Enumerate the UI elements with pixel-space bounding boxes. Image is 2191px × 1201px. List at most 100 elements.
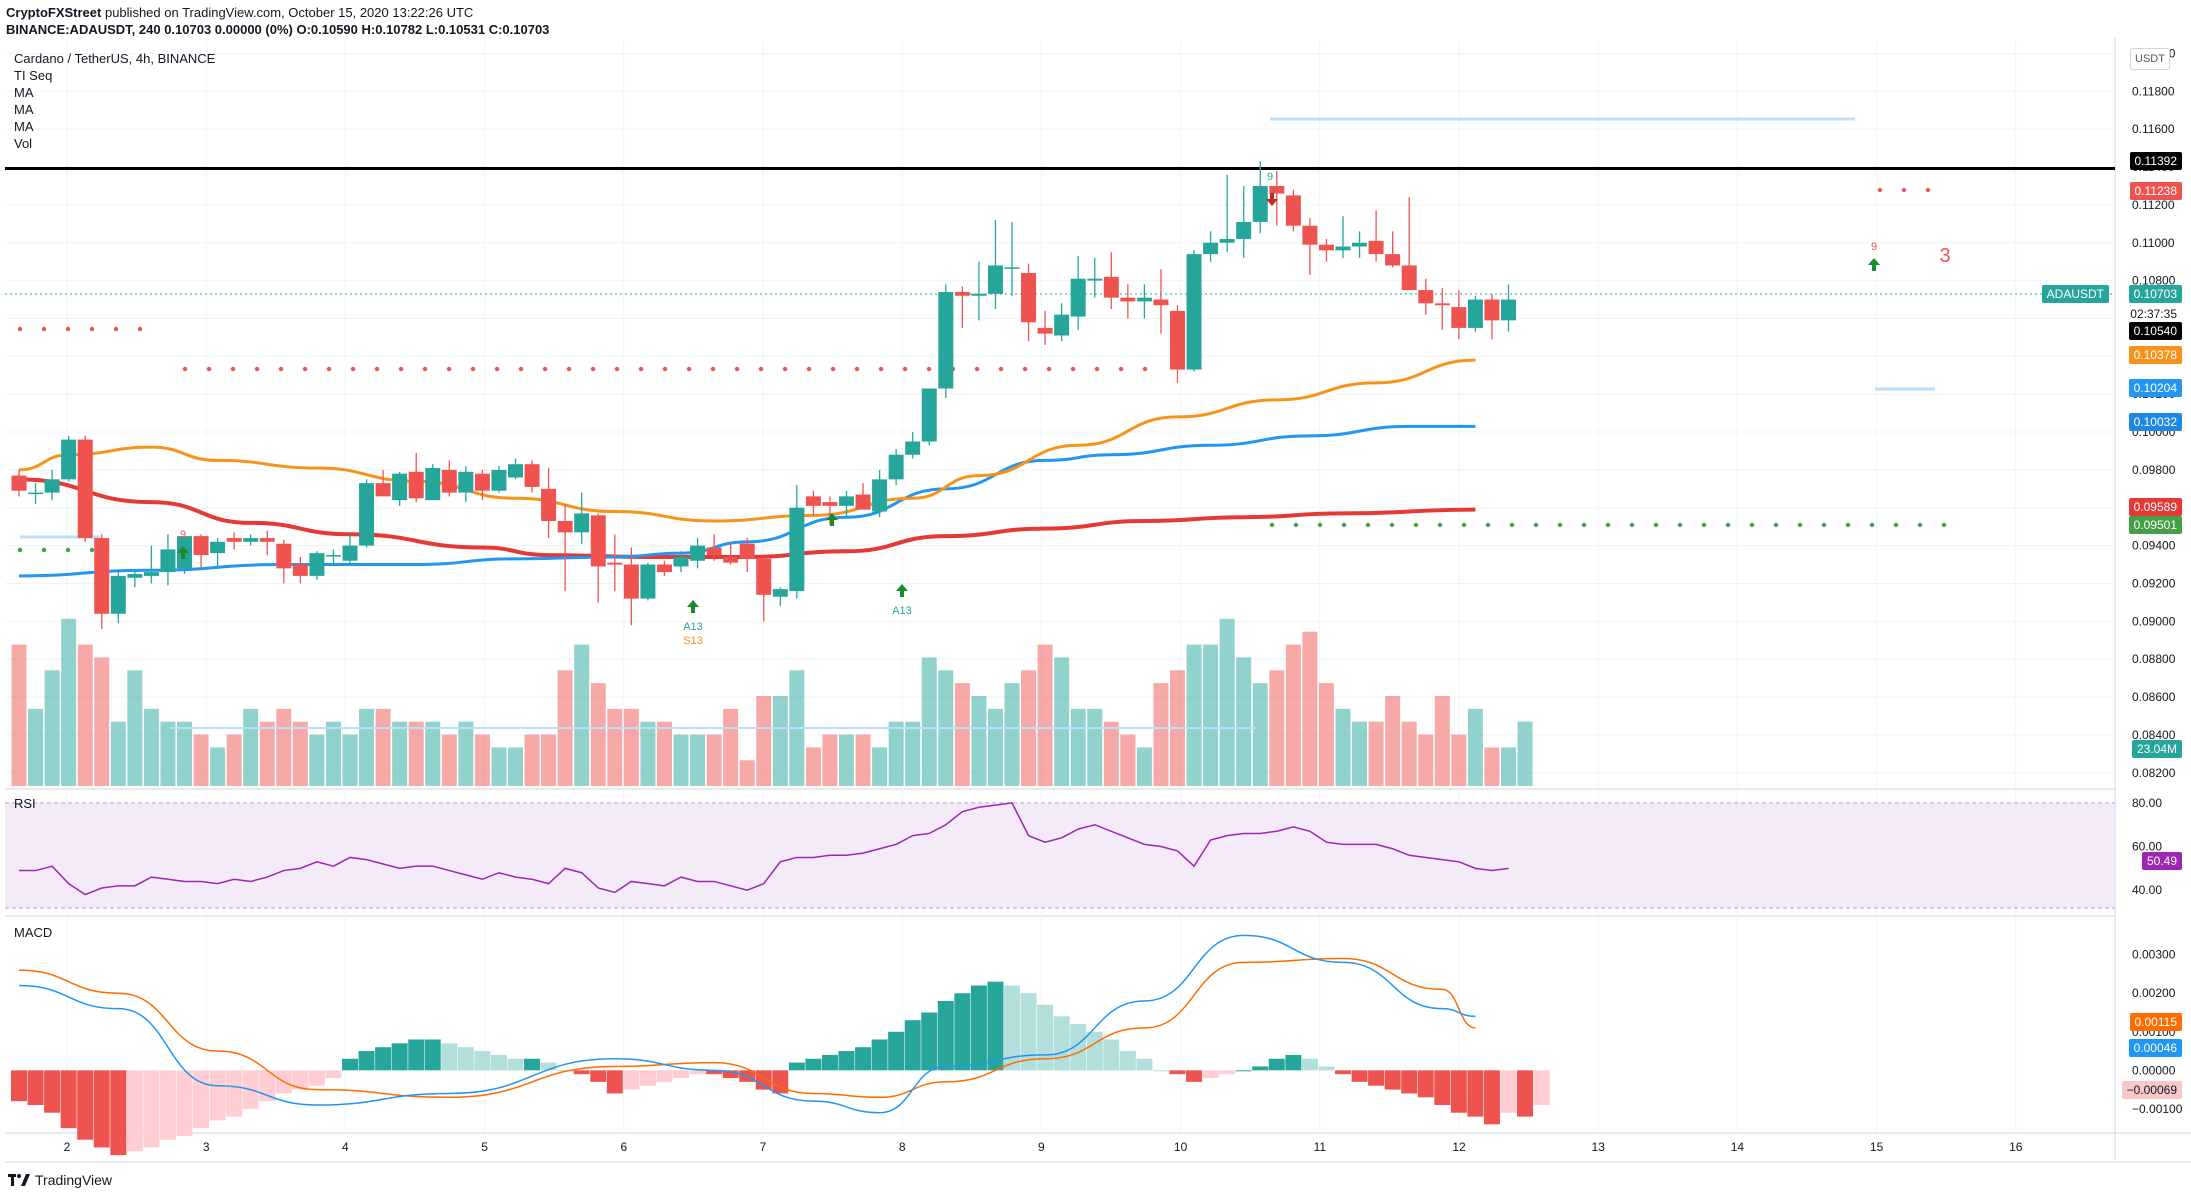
macd-histogram-bar <box>424 1039 441 1071</box>
macd-histogram-bar <box>921 1012 938 1071</box>
volume-bar <box>954 683 970 786</box>
resistance-dot <box>926 366 932 372</box>
macd-histogram-bar <box>44 1070 61 1113</box>
macd-histogram-bar <box>855 1047 872 1071</box>
macd-pane-label[interactable]: MACD <box>14 925 53 940</box>
resistance-dot <box>1877 187 1883 193</box>
legend-ma-2[interactable]: MA <box>14 102 34 117</box>
candle-body <box>756 558 772 595</box>
candle-body <box>359 483 375 546</box>
volume-bar <box>921 657 937 786</box>
candle-body <box>508 464 523 478</box>
resistance-dot <box>230 366 236 372</box>
macd-histogram-bar <box>623 1070 640 1090</box>
macd-histogram-bar <box>788 1062 805 1071</box>
price-tick-label: 0.08200 <box>2132 766 2176 780</box>
volume-bar <box>673 734 689 786</box>
macd-histogram-bar <box>1467 1070 1484 1117</box>
candle-body <box>1434 303 1450 306</box>
candle-body <box>61 439 77 480</box>
volume-bar <box>94 657 110 786</box>
support-dot <box>1485 522 1491 528</box>
support-dot <box>1893 522 1899 528</box>
macd-histogram-bar <box>1434 1070 1451 1106</box>
candle-body <box>1352 242 1368 247</box>
resistance-dot <box>446 366 452 372</box>
macd-line <box>18 934 1476 1114</box>
candle-body <box>1070 278 1086 317</box>
macd-histogram-bar <box>1202 1070 1219 1079</box>
price-tick-label: 0.09400 <box>2132 539 2176 553</box>
candle-body <box>590 515 606 567</box>
volume-bar <box>292 721 308 786</box>
volume-bar <box>971 696 987 786</box>
macd-histogram-bar <box>391 1043 408 1071</box>
resistance-dot <box>41 326 47 332</box>
buy-signal-arrow-icon <box>687 600 699 613</box>
volume-tag: 23.04M <box>2131 740 2182 758</box>
tradingview-footer[interactable]: TradingView <box>8 1172 112 1188</box>
macd-histogram-bar <box>805 1058 822 1071</box>
candle-body <box>342 545 358 561</box>
macd-histogram-bar <box>1004 985 1020 1071</box>
legend-vol[interactable]: Vol <box>14 136 33 151</box>
volume-bar <box>1318 683 1334 786</box>
volume-bar <box>359 708 375 786</box>
legend-ti-seq[interactable]: TI Seq <box>14 68 53 83</box>
support-dot <box>1581 522 1587 528</box>
volume-bar <box>1302 631 1318 786</box>
support-dot <box>1749 522 1755 528</box>
volume-bar <box>607 708 623 786</box>
publisher-name[interactable]: CryptoFXStreet <box>6 5 102 20</box>
price-tick-label: 0.10800 <box>2132 274 2176 288</box>
candle-body <box>1004 267 1020 269</box>
volume-bar <box>259 721 275 786</box>
symbol-title[interactable]: Cardano / TetherUS, 4h, BINANCE <box>14 51 216 66</box>
macd-histogram-bar <box>954 993 971 1071</box>
macd-histogram-bar <box>1119 1051 1136 1071</box>
macd-histogram-bar <box>193 1070 210 1129</box>
volume-bar <box>706 734 722 786</box>
macd-histogram-bar <box>871 1039 888 1071</box>
volume-bar <box>1136 747 1152 786</box>
currency-selector[interactable]: USDT <box>2130 48 2170 70</box>
support-dot <box>1725 522 1731 528</box>
candle-body <box>1103 276 1119 298</box>
rsi-pane-label[interactable]: RSI <box>14 796 36 811</box>
macd-signal-line <box>18 957 1476 1099</box>
candle-body <box>77 439 93 539</box>
volume-bar <box>243 708 259 786</box>
legend-ma-1[interactable]: MA <box>14 85 34 100</box>
candle-body <box>441 469 457 493</box>
macd-histogram-bar <box>673 1070 689 1079</box>
volume-bar <box>1087 708 1103 786</box>
volume-bar <box>1352 721 1368 786</box>
support-dot <box>1269 522 1275 528</box>
volume-bar <box>143 708 159 786</box>
tradingview-logo-icon <box>8 1174 30 1186</box>
ma-red-tag: 0.09589 <box>2128 498 2182 516</box>
volume-bar <box>723 708 739 786</box>
candle-body <box>1252 185 1268 222</box>
resistance-dot <box>1022 366 1028 372</box>
support-dot <box>89 547 95 553</box>
macd-histogram-bar <box>358 1051 375 1071</box>
macd-histogram-bar <box>606 1070 623 1094</box>
macd-histogram-bar <box>159 1070 176 1140</box>
macd-histogram-bar <box>1252 1066 1269 1071</box>
candle-body <box>44 479 60 493</box>
resistance-dot <box>17 326 23 332</box>
volume-bar <box>408 721 424 786</box>
support-dot <box>41 547 47 553</box>
resistance-dot <box>326 366 332 372</box>
volume-bar <box>822 734 838 786</box>
legend-ma-3[interactable]: MA <box>14 119 34 134</box>
volume-bar <box>342 734 358 786</box>
macd-histogram-bar <box>1020 993 1037 1071</box>
resistance-dot <box>113 326 119 332</box>
volume-bar <box>325 721 341 786</box>
ma-blue-tag: 0.10032 <box>2128 413 2182 431</box>
resistance-dot <box>1046 366 1052 372</box>
lower-dots-tag: 0.09501 <box>2128 516 2182 534</box>
